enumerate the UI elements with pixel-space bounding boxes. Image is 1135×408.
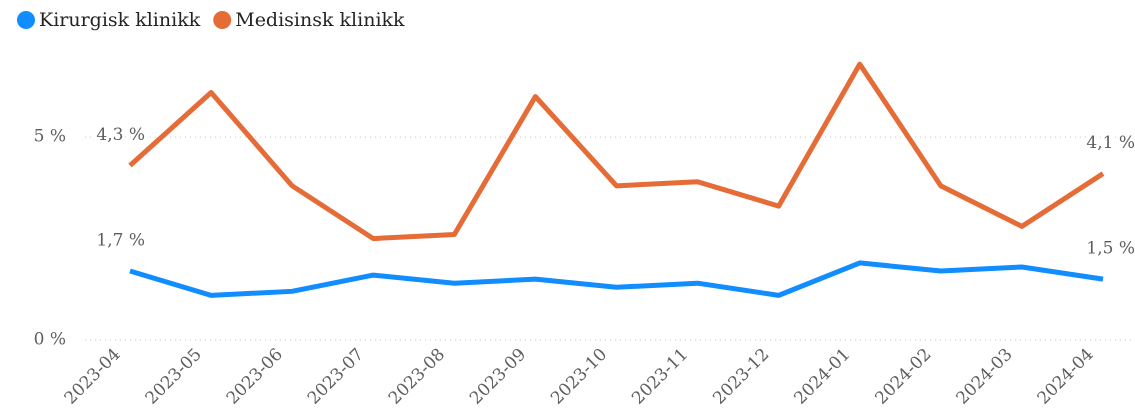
series-line	[128, 61, 1105, 242]
data-label: 1,7 %	[96, 231, 145, 251]
x-tick-label: 2024-04	[1034, 345, 1098, 408]
x-tick-label: 2024-03	[953, 345, 1017, 408]
legend-marker	[17, 11, 35, 29]
x-tick-label: 2023-10	[547, 345, 611, 408]
x-tick-label: 2023-04	[61, 345, 125, 408]
legend-marker	[213, 11, 232, 29]
data-label: 4,3 %	[96, 125, 145, 145]
x-tick-label: 2023-06	[223, 345, 287, 408]
x-tick-label: 2023-12	[709, 345, 773, 408]
legend-label: Kirurgisk klinikk	[39, 9, 201, 31]
x-tick-label: 2023-05	[142, 345, 206, 408]
x-tick-label: 2023-08	[385, 345, 449, 408]
data-label: 1,5 %	[1086, 239, 1135, 259]
x-tick-label: 2023-11	[628, 345, 692, 408]
x-tick-label: 2023-09	[466, 345, 530, 408]
y-tick-label: 0 %	[34, 330, 66, 350]
y-tick-label: 5 %	[34, 127, 66, 147]
legend-label: Medisinsk klinikk	[235, 9, 405, 31]
x-tick-label: 2024-02	[871, 345, 935, 408]
data-label: 4,1 %	[1086, 133, 1135, 153]
x-tick-label: 2024-01	[790, 345, 854, 408]
x-tick-label: 2023-07	[304, 345, 368, 408]
series-line	[129, 260, 1104, 298]
